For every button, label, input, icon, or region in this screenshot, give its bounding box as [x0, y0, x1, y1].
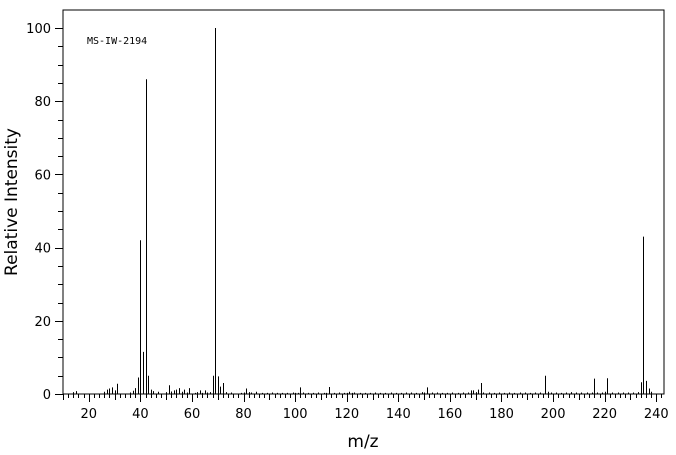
x-tick-label-120: 120: [334, 407, 359, 422]
y-axis-title: Relative Intensity: [2, 128, 22, 276]
x-tick-label-60: 60: [184, 407, 201, 422]
x-axis: 20 40 60 80 100 120 140 160 180 200 220 240: [63, 394, 669, 422]
y-axis: 0 20 40 60 80 100: [26, 22, 63, 403]
x-tick-label-20: 20: [81, 407, 98, 422]
x-tick-label-200: 200: [541, 407, 566, 422]
x-tick-label-180: 180: [489, 407, 514, 422]
y-tick-label-100: 100: [26, 22, 51, 37]
spectrum-peaks: [73, 28, 652, 394]
y-tick-label-40: 40: [34, 242, 51, 257]
x-tick-label-160: 160: [437, 407, 462, 422]
y-tick-label-60: 60: [34, 168, 51, 183]
x-tick-label-220: 220: [592, 407, 617, 422]
x-tick-label-240: 240: [644, 407, 669, 422]
x-axis-title: m/z: [347, 432, 378, 452]
y-tick-label-80: 80: [34, 95, 51, 110]
x-tick-label-80: 80: [235, 407, 252, 422]
x-tick-label-100: 100: [283, 407, 308, 422]
x-tick-label-40: 40: [132, 407, 149, 422]
y-tick-label-0: 0: [43, 388, 51, 403]
spectrum-id-label: MS-IW-2194: [87, 36, 147, 47]
plot-frame: [62, 9, 665, 395]
y-tick-label-20: 20: [34, 315, 51, 330]
x-tick-label-140: 140: [386, 407, 411, 422]
